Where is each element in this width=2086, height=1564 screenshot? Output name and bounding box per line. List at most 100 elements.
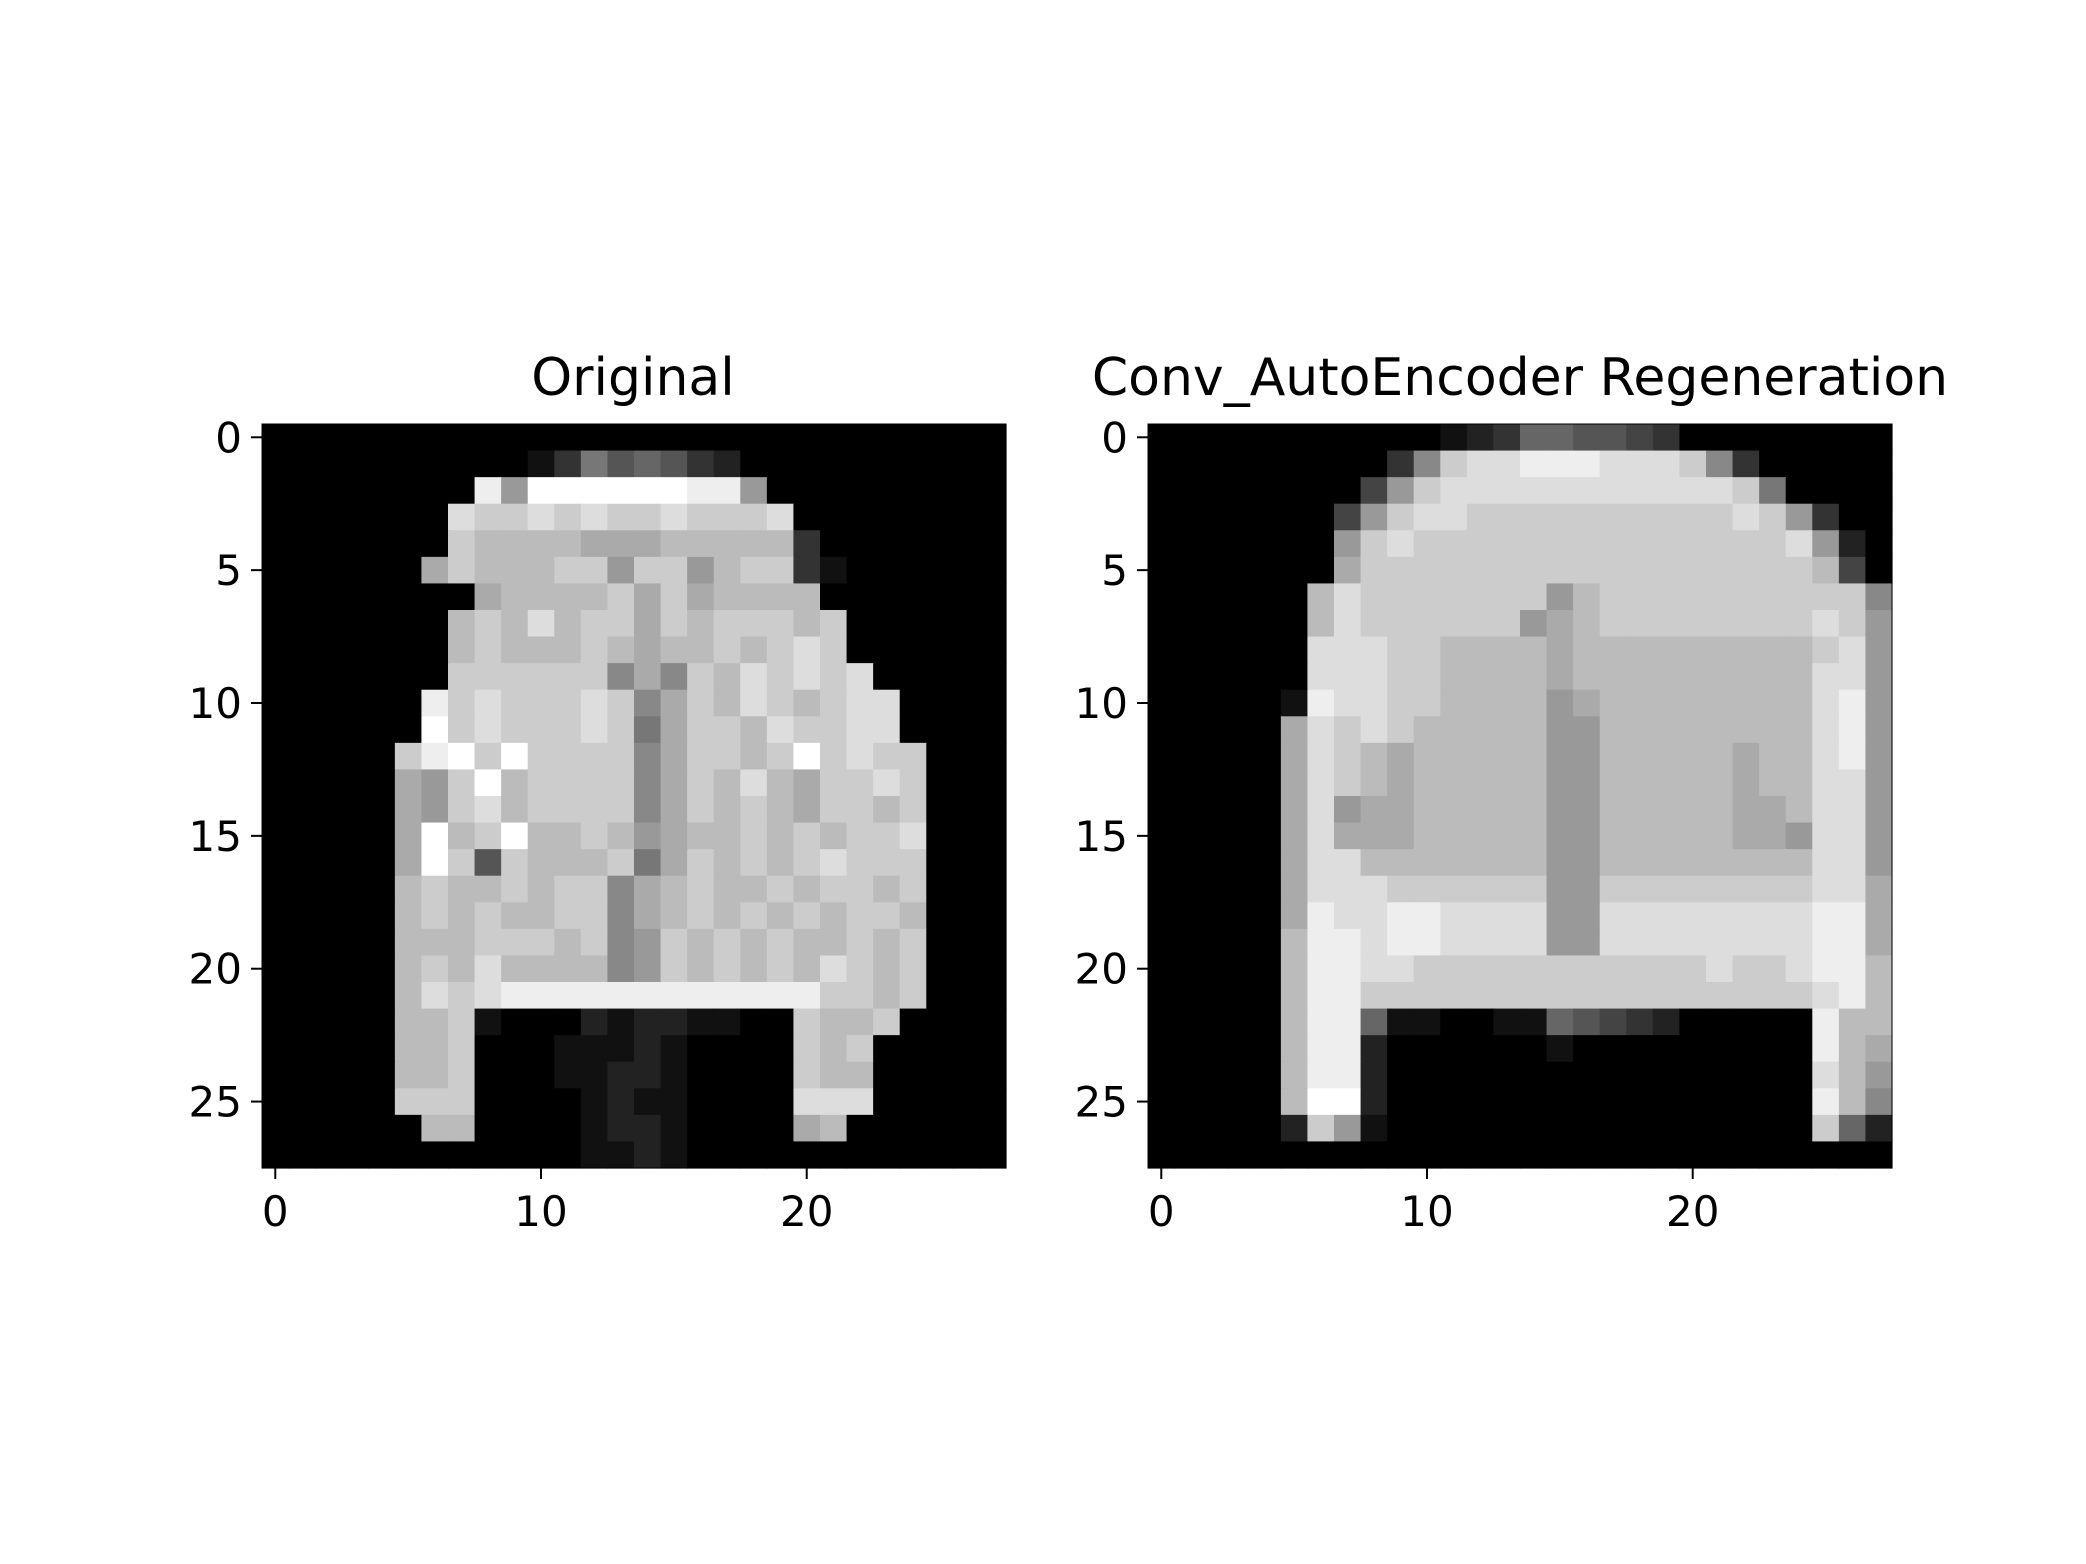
pixel-cell bbox=[1387, 982, 1415, 1010]
pixel-cell bbox=[1280, 982, 1309, 1010]
pixel-cell bbox=[1334, 928, 1362, 957]
pixel-cell bbox=[687, 450, 715, 478]
pixel-cell bbox=[1679, 928, 1707, 957]
pixel-cell bbox=[394, 1008, 423, 1036]
x-tick-label: 10 bbox=[1400, 1187, 1453, 1236]
pixel-cell bbox=[1785, 955, 1813, 983]
pixel-cell bbox=[1785, 742, 1813, 771]
pixel-cell bbox=[1307, 1141, 1335, 1169]
pixel-cell bbox=[1520, 477, 1548, 505]
pixel-cell bbox=[713, 928, 741, 957]
pixel-cell bbox=[421, 928, 449, 957]
pixel-cell bbox=[341, 1035, 369, 1063]
pixel-cell bbox=[1201, 689, 1229, 717]
pixel-cell bbox=[554, 477, 582, 505]
pixel-cell bbox=[1254, 1061, 1282, 1089]
pixel-cell bbox=[1201, 424, 1229, 452]
pixel-cell bbox=[1440, 424, 1468, 452]
pixel-cell bbox=[1573, 636, 1601, 664]
pixel-cell bbox=[448, 610, 476, 638]
pixel-cell bbox=[952, 424, 981, 452]
pixel-cell bbox=[846, 1088, 874, 1116]
pixel-cell bbox=[1706, 796, 1734, 824]
pixel-cell bbox=[262, 636, 290, 664]
pixel-cell bbox=[527, 1141, 555, 1169]
pixel-cell bbox=[580, 822, 609, 850]
pixel-cell bbox=[873, 610, 901, 638]
pixel-cell bbox=[1387, 822, 1415, 850]
pixel-cell bbox=[1254, 556, 1282, 585]
pixel-cell bbox=[580, 849, 609, 877]
pixel-cell bbox=[1626, 769, 1654, 797]
pixel-cell bbox=[1148, 530, 1176, 558]
pixel-cell bbox=[554, 928, 582, 957]
pixel-cell bbox=[1812, 928, 1840, 957]
pixel-cell bbox=[554, 822, 582, 850]
pixel-cell bbox=[740, 982, 768, 1010]
pixel-cell bbox=[873, 689, 901, 717]
pixel-cell bbox=[1599, 610, 1627, 638]
pixel-cell bbox=[740, 769, 768, 797]
pixel-cell bbox=[501, 503, 529, 531]
pixel-cell bbox=[1785, 424, 1813, 452]
pixel-cell bbox=[1387, 1088, 1415, 1116]
pixel-cell bbox=[1520, 796, 1548, 824]
pixel-cell bbox=[1227, 424, 1255, 452]
pixel-cell bbox=[341, 477, 369, 505]
pixel-cell bbox=[394, 955, 423, 983]
pixel-cell bbox=[1254, 822, 1282, 850]
pixel-cell bbox=[1413, 636, 1441, 664]
pixel-cell bbox=[1254, 583, 1282, 611]
pixel-cell bbox=[1334, 982, 1362, 1010]
pixel-cell bbox=[1652, 663, 1681, 691]
pixel-cell bbox=[1706, 610, 1734, 638]
pixel-cell bbox=[1732, 955, 1760, 983]
pixel-cell bbox=[660, 769, 688, 797]
pixel-cell bbox=[1280, 1114, 1309, 1143]
pixel-cell bbox=[1440, 1008, 1468, 1036]
pixel-cell bbox=[660, 1114, 688, 1143]
pixel-cell bbox=[1387, 663, 1415, 691]
pixel-cell bbox=[846, 716, 874, 744]
pixel-cell bbox=[926, 875, 954, 903]
pixel-cell bbox=[687, 556, 715, 585]
x-tick-label: 20 bbox=[1666, 1187, 1719, 1236]
pixel-cell bbox=[1334, 556, 1362, 585]
pixel-cell bbox=[793, 822, 821, 850]
pixel-cell bbox=[713, 663, 741, 691]
pixel-cell bbox=[1652, 1114, 1681, 1143]
pixel-cell bbox=[634, 583, 662, 611]
pixel-cell bbox=[1573, 689, 1601, 717]
pixel-cell bbox=[713, 716, 741, 744]
pixel-cell bbox=[554, 1008, 582, 1036]
pixel-cell bbox=[873, 450, 901, 478]
pixel-cell bbox=[580, 716, 609, 744]
pixel-cell bbox=[1307, 424, 1335, 452]
pixel-cell bbox=[926, 1114, 954, 1143]
pixel-cell bbox=[1785, 530, 1813, 558]
pixel-cell bbox=[1466, 663, 1495, 691]
pixel-cell bbox=[288, 477, 316, 505]
pixel-cell bbox=[1227, 742, 1255, 771]
pixel-cell bbox=[315, 663, 343, 691]
pixel-cell bbox=[926, 610, 954, 638]
pixel-cell bbox=[527, 742, 555, 771]
pixel-cell bbox=[660, 663, 688, 691]
pixel-cell bbox=[634, 1008, 662, 1036]
pixel-cell bbox=[580, 663, 609, 691]
pixel-cell bbox=[527, 503, 555, 531]
pixel-cell bbox=[687, 583, 715, 611]
pixel-cell bbox=[820, 1141, 848, 1169]
pixel-cell bbox=[554, 955, 582, 983]
pixel-cell bbox=[1493, 1088, 1521, 1116]
pixel-cell bbox=[1599, 1114, 1627, 1143]
pixel-cell bbox=[1466, 822, 1495, 850]
pixel-cell bbox=[1838, 1088, 1867, 1116]
pixel-cell bbox=[1573, 477, 1601, 505]
pixel-cell bbox=[952, 1061, 981, 1089]
pixel-cell bbox=[1254, 503, 1282, 531]
pixel-cell bbox=[1573, 503, 1601, 531]
pixel-cell bbox=[1148, 450, 1176, 478]
pixel-cell bbox=[820, 556, 848, 585]
pixel-cell bbox=[1440, 1141, 1468, 1169]
